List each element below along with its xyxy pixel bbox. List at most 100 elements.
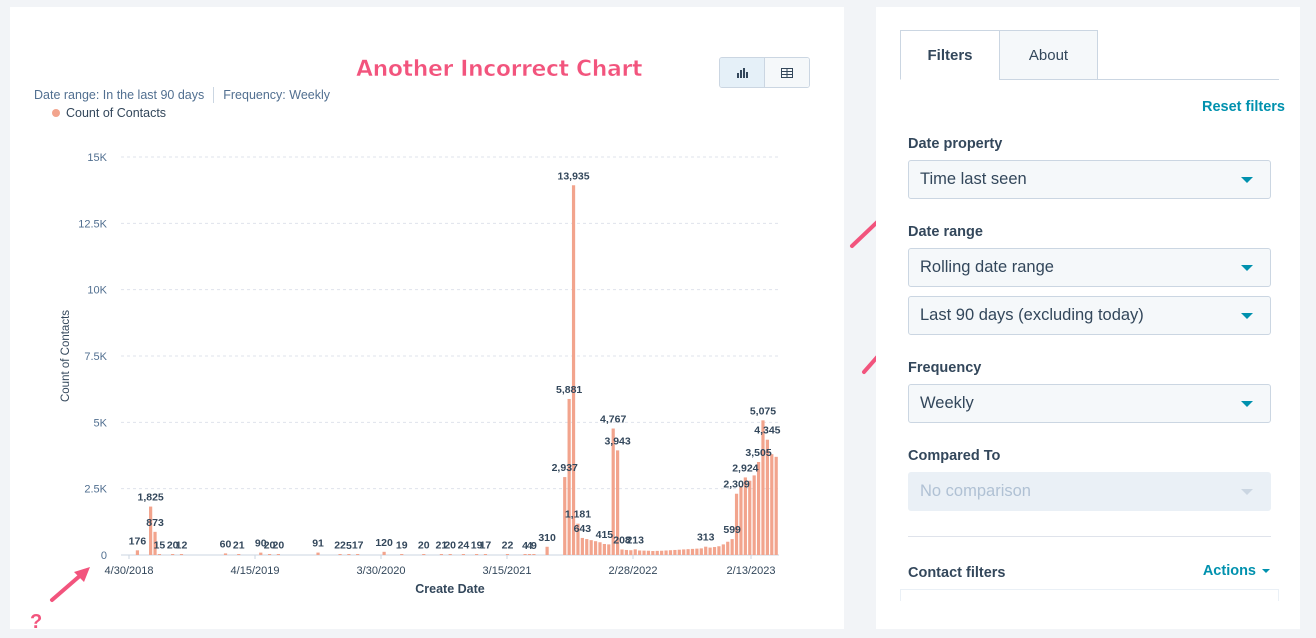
data-label: 5 — [346, 540, 352, 552]
bar — [660, 550, 664, 555]
data-label: 20 — [167, 539, 179, 551]
bar — [461, 554, 466, 555]
reset-filters-link[interactable]: Reset filters — [1201, 99, 1285, 115]
data-label: 213 — [626, 534, 644, 546]
bar — [682, 549, 686, 555]
bar — [646, 550, 651, 555]
y-tick-label: 7.5K — [84, 351, 107, 363]
view-toggle — [719, 57, 810, 88]
bar — [748, 480, 752, 555]
x-tick-label: 4/15/2019 — [231, 565, 280, 577]
date-property-value: Time last seen — [920, 170, 1027, 188]
bar — [620, 549, 624, 555]
tab-about[interactable]: About — [999, 30, 1098, 80]
bar — [686, 549, 690, 555]
frequency-select[interactable]: Weekly — [908, 384, 1271, 423]
bar — [347, 554, 351, 555]
data-label: 176 — [129, 535, 147, 547]
caret-down-icon — [1241, 176, 1253, 183]
chart-legend[interactable]: Count of Contacts — [52, 106, 166, 120]
rolling-range-value: Last 90 days (excluding today) — [920, 306, 1144, 324]
date-property-label: Date property — [908, 136, 1003, 152]
data-label: 21 — [436, 539, 448, 551]
data-label: 3,943 — [604, 435, 630, 447]
compared-to-select[interactable]: No comparison — [908, 472, 1271, 511]
date-range-select[interactable]: Rolling date range — [908, 248, 1271, 287]
bar — [708, 547, 712, 555]
data-label: 2,309 — [723, 479, 749, 491]
tab-filters[interactable]: Filters — [900, 30, 1000, 80]
data-label: 313 — [697, 532, 715, 544]
bar — [651, 551, 655, 555]
actions-dropdown[interactable]: Actions — [1203, 563, 1270, 579]
data-label: 22 — [334, 539, 346, 551]
data-label: 4,345 — [754, 425, 780, 437]
x-tick-label: 4/30/2018 — [105, 565, 154, 577]
data-label: 1,825 — [137, 492, 163, 504]
data-label: 12 — [176, 540, 188, 552]
frequency-label: Frequency — [908, 360, 982, 376]
bar — [157, 554, 162, 555]
data-label: 5,075 — [750, 405, 776, 417]
contact-filters-label: Contact filters — [908, 565, 1006, 581]
bar — [356, 554, 360, 555]
bar — [602, 543, 606, 555]
y-axis-title: Count of Contacts — [60, 310, 72, 402]
date-range-meta: Date range: In the last 90 days — [34, 88, 205, 102]
data-label: 3,505 — [745, 447, 771, 459]
compared-to-label: Compared To — [908, 448, 1001, 464]
frequency-meta: Frequency: Weekly — [223, 88, 331, 102]
data-label: 120 — [375, 537, 393, 549]
bar — [598, 542, 602, 555]
bar — [633, 549, 637, 555]
chart-view-button[interactable] — [720, 58, 765, 87]
data-label: 20 — [264, 539, 276, 551]
bar — [223, 553, 228, 555]
rolling-range-select[interactable]: Last 90 days (excluding today) — [908, 296, 1271, 335]
bar — [580, 537, 584, 555]
data-label: 2,924 — [732, 462, 758, 474]
bar — [668, 550, 673, 555]
bar — [483, 554, 488, 555]
help-icon[interactable]: ? — [30, 611, 43, 633]
caret-down-icon — [1241, 312, 1253, 319]
chart-card: Another Incorrect Chart Date range: In t… — [10, 7, 844, 633]
bar — [664, 550, 668, 555]
table-icon — [781, 67, 793, 78]
y-tick-label: 0 — [101, 550, 107, 562]
bar — [532, 554, 536, 555]
bar — [527, 554, 532, 555]
data-label: 13,935 — [557, 170, 589, 182]
data-label: 90 — [255, 538, 267, 550]
y-tick-label: 10K — [87, 285, 107, 297]
bar — [624, 549, 629, 555]
data-label: 2,937 — [552, 462, 578, 474]
bar — [739, 486, 743, 555]
data-label: 60 — [220, 538, 232, 550]
date-property-select[interactable]: Time last seen — [908, 160, 1271, 199]
bar — [135, 550, 140, 555]
x-tick-label: 3/15/2021 — [483, 565, 532, 577]
data-label: 19 — [471, 539, 483, 551]
bar — [756, 462, 761, 555]
bar — [571, 185, 576, 555]
bar — [774, 456, 778, 555]
table-view-button[interactable] — [765, 58, 809, 87]
chart-meta: Date range: In the last 90 days Frequenc… — [34, 87, 330, 103]
bar — [690, 548, 695, 555]
bar — [237, 554, 241, 555]
bar — [770, 454, 774, 555]
date-range-value: Rolling date range — [920, 258, 1054, 276]
actions-label: Actions — [1202, 563, 1256, 579]
bar — [607, 544, 611, 555]
bar — [721, 544, 725, 555]
meta-divider — [213, 87, 215, 103]
y-tick-label: 12.5K — [78, 218, 107, 230]
data-label: 20 — [444, 539, 456, 551]
bar — [673, 549, 677, 555]
bar — [730, 539, 734, 555]
data-label: 310 — [538, 532, 556, 544]
bar — [267, 554, 272, 555]
bar — [259, 552, 263, 555]
section-divider — [908, 536, 1271, 537]
